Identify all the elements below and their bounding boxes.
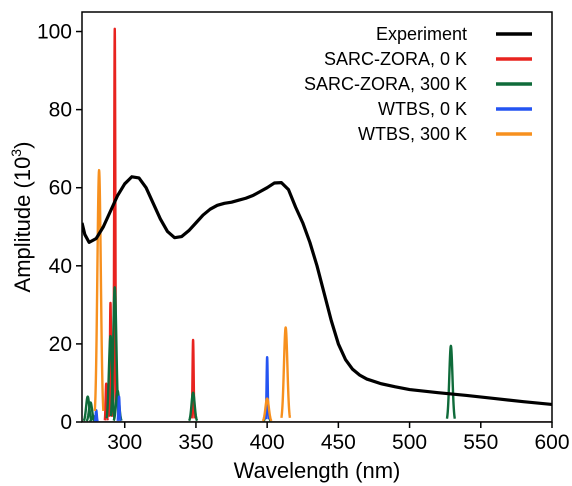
spectral-peak [105, 334, 116, 419]
spectral-peak [261, 397, 273, 422]
x-tick-label: 450 [321, 431, 356, 454]
y-tick-label: 40 [49, 255, 72, 278]
legend-label: Experiment [376, 24, 467, 44]
y-axis-label-exponent: 3 [8, 149, 24, 157]
y-tick-label: 80 [49, 99, 72, 122]
x-tick-label: 300 [107, 431, 142, 454]
legend-item-sarc-zora-300-k: SARC-ZORA, 300 K [304, 74, 532, 94]
legend-label: WTBS, 300 K [358, 124, 467, 144]
x-tick-label: 500 [392, 431, 427, 454]
plot-frame [81, 11, 553, 423]
y-axis: 0 20 40 60 80 100 [37, 21, 82, 434]
y-axis-label-text: Amplitude (10 [10, 157, 35, 293]
series-wtbs-0-k [82, 355, 552, 422]
series-wtbs-300-k [82, 168, 552, 422]
spectral-peak [93, 409, 99, 422]
series-line [82, 175, 552, 407]
spectral-peak [82, 395, 93, 422]
legend-item-sarc-zora-0-k: SARC-ZORA, 0 K [324, 49, 532, 69]
y-tick-label: 100 [37, 21, 72, 44]
series-sarc-zora-300-k [82, 286, 552, 422]
spectral-peak [93, 168, 105, 411]
legend-label: WTBS, 0 K [378, 99, 467, 119]
y-tick-label: 20 [49, 333, 72, 356]
legend-label: SARC-ZORA, 300 K [304, 74, 467, 94]
legend-item-wtbs-0-k: WTBS, 0 K [378, 99, 532, 119]
x-tick-label: 400 [250, 431, 285, 454]
x-axis-label: Wavelength (nm) [234, 458, 401, 483]
series-experiment [82, 175, 552, 407]
legend-item-wtbs-300-k: WTBS, 300 K [358, 124, 532, 144]
legend-label: SARC-ZORA, 0 K [324, 49, 467, 69]
x-tick-label: 350 [178, 431, 213, 454]
y-axis-label: Amplitude (103) [8, 142, 35, 293]
x-tick-label: 550 [463, 431, 498, 454]
spectral-peak [280, 326, 292, 419]
spectral-peak [188, 391, 199, 422]
y-tick-label: 0 [60, 411, 72, 434]
y-axis-label-suffix: ) [10, 142, 35, 149]
spectral-peak [116, 395, 122, 422]
x-tick-label: 600 [534, 431, 569, 454]
x-axis: 300 350 400 450 500 550 600 [107, 422, 570, 454]
legend-item-experiment: Experiment [376, 24, 532, 44]
legend: Experiment SARC-ZORA, 0 K SARC-ZORA, 300 K… [304, 24, 532, 144]
series-layer [82, 27, 552, 422]
y-tick-label: 60 [49, 177, 72, 200]
spectral-peak [445, 344, 456, 419]
spectral-peak [109, 286, 120, 417]
